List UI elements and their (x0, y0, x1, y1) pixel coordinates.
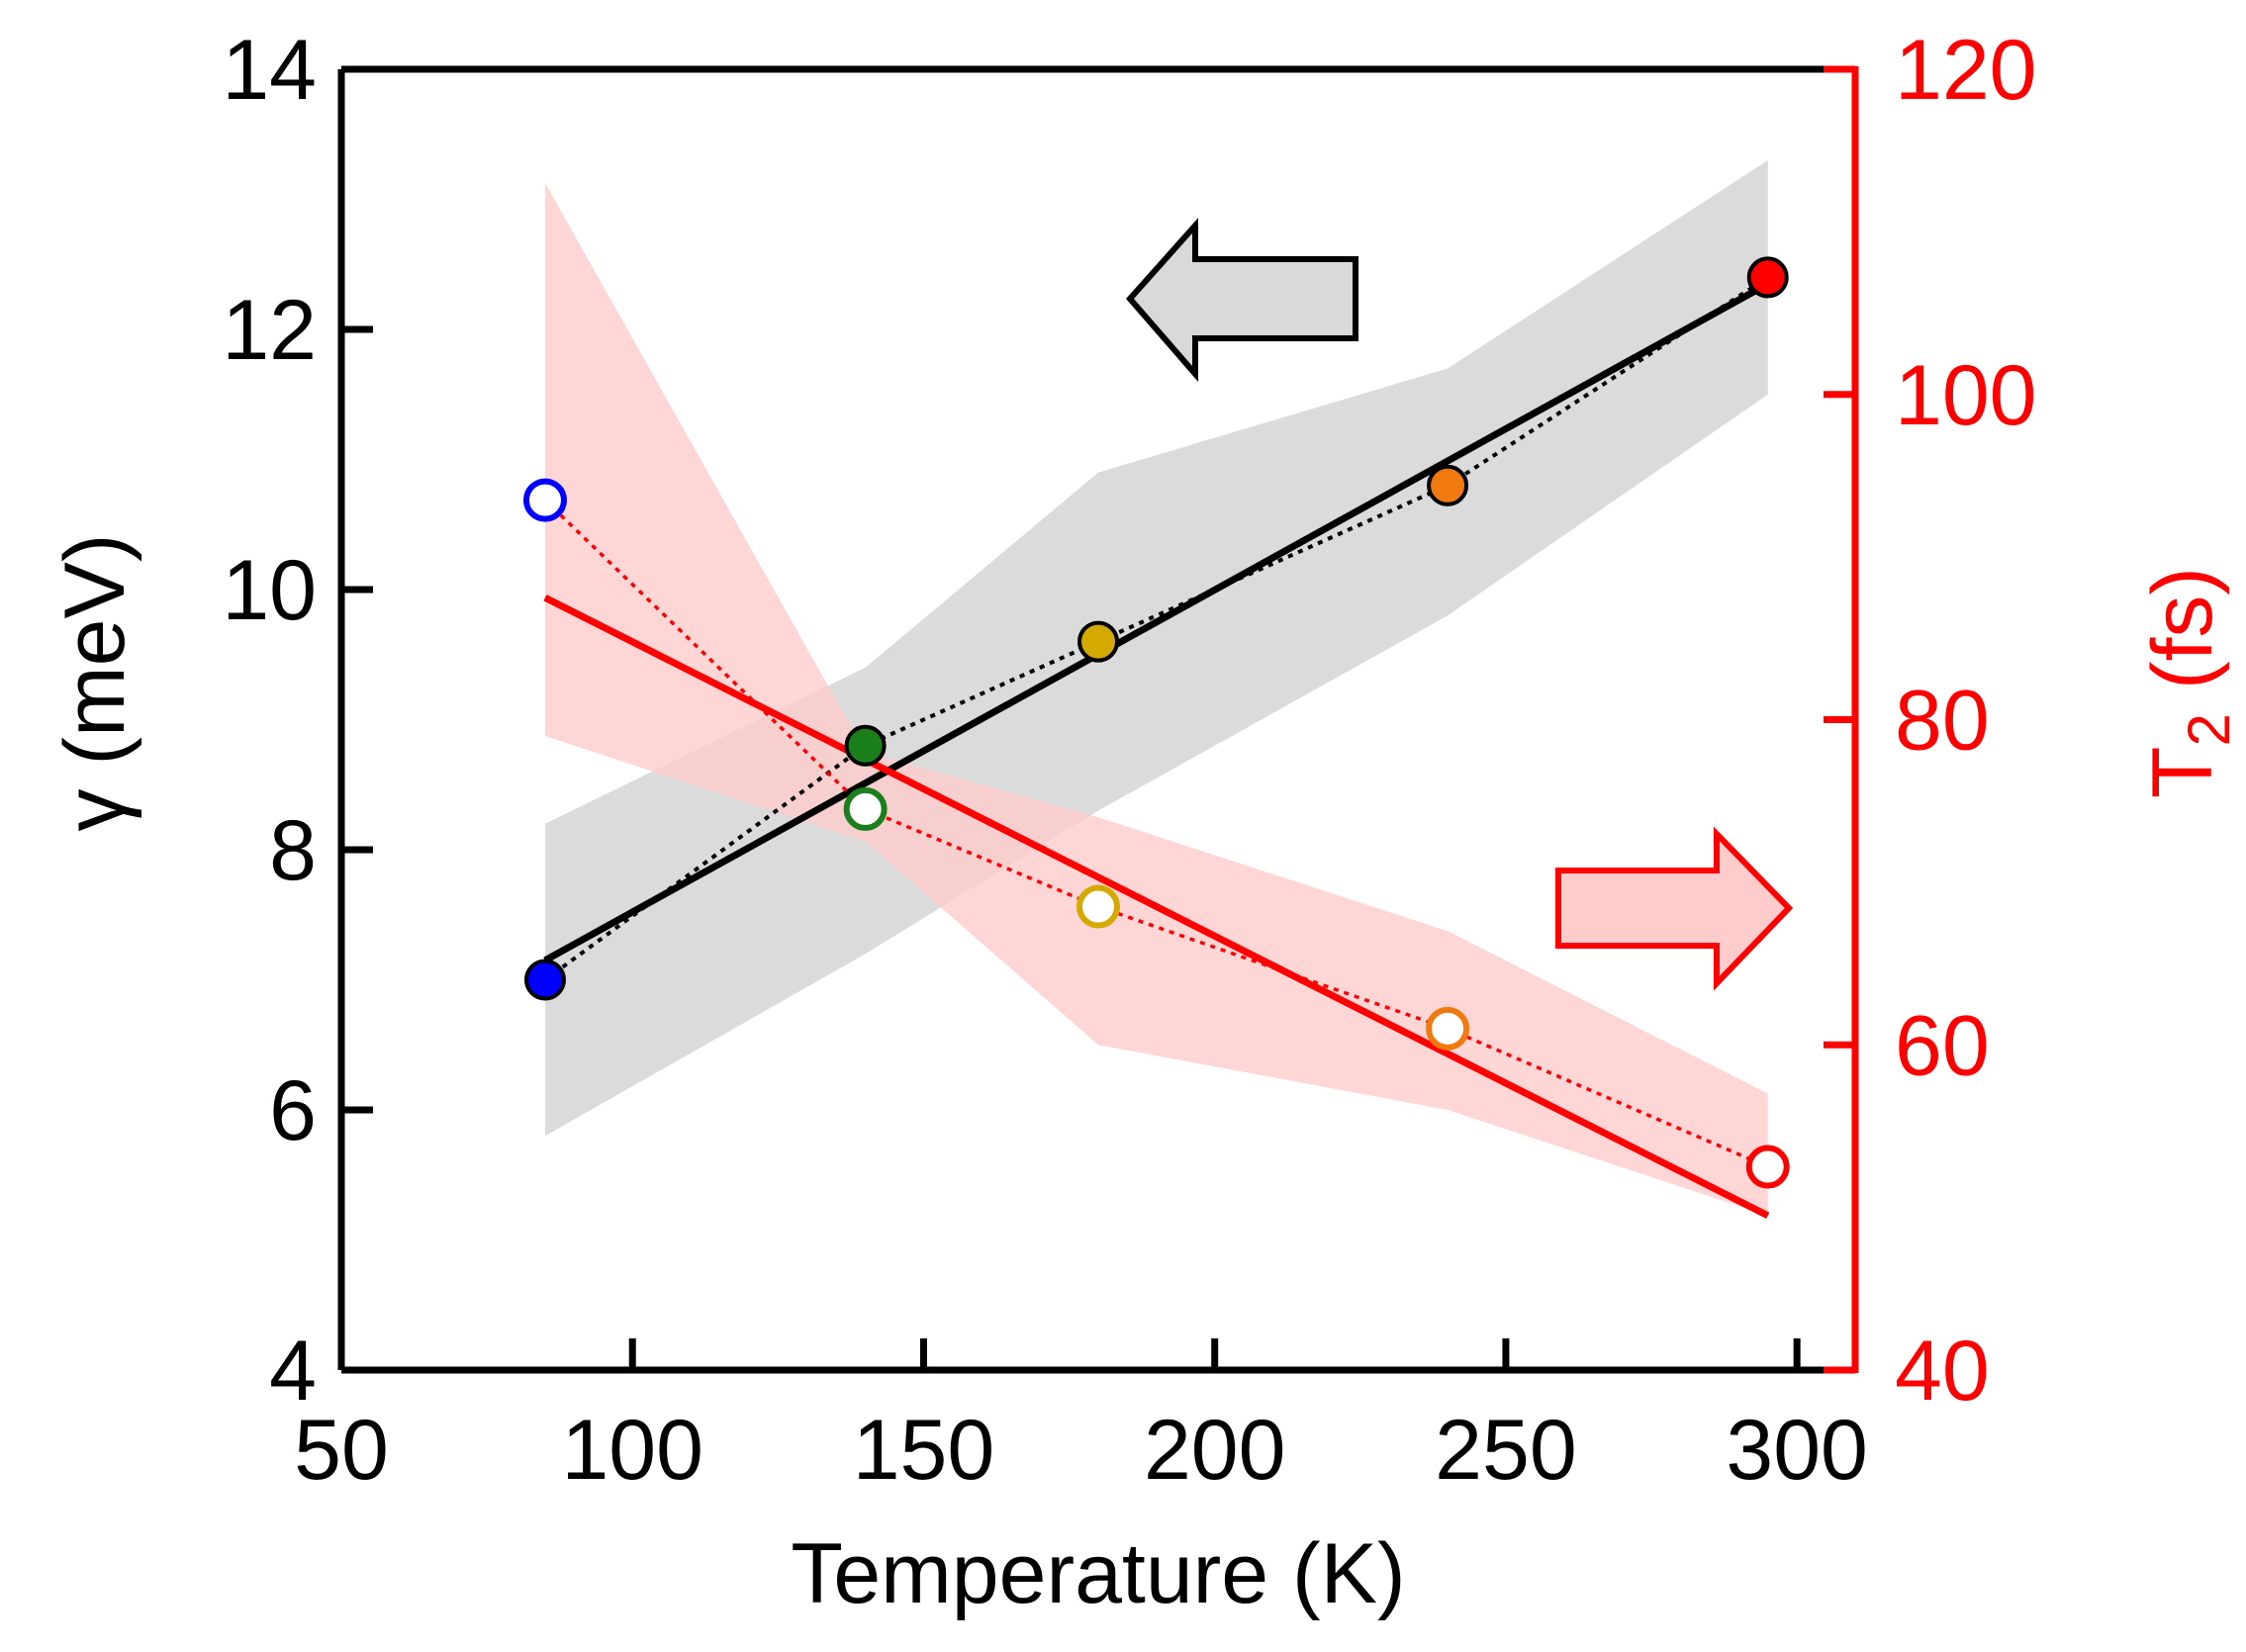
y-tick-label: 4 (269, 1324, 317, 1419)
t2-fit-line (543, 595, 1770, 1219)
gamma-point (1077, 620, 1119, 663)
t2-point (1745, 1145, 1790, 1189)
x-tick-label: 300 (1726, 1403, 1868, 1498)
y-tick-label: 8 (269, 803, 317, 898)
confidence-bands (544, 160, 1768, 1216)
gamma-confidence-band (544, 160, 1768, 1137)
y2-axis-title-main: T (2135, 746, 2230, 798)
gamma-fit-line (543, 280, 1770, 964)
left-arrow-gamma-icon (1126, 218, 1358, 383)
y2-tick-label: 60 (1895, 998, 1990, 1093)
right-arrow-t2-icon (1555, 826, 1794, 991)
axis-arrows (1126, 218, 1794, 991)
y-tick-label: 10 (222, 543, 317, 638)
x-tick-label: 250 (1435, 1403, 1577, 1498)
t2-point (1426, 1006, 1470, 1051)
y2-axis-title-subscript: 2 (2176, 713, 2242, 746)
x-tick-label: 100 (561, 1403, 703, 1498)
gamma-point (523, 959, 566, 1001)
axis-titles: Temperature (K) γ (meV) T2 (fs) (47, 534, 2242, 1622)
gamma-point (1746, 256, 1789, 299)
x-tick-label: 200 (1144, 1403, 1286, 1498)
plot-frame (337, 65, 1859, 1374)
y2-tick-label: 40 (1895, 1324, 1990, 1419)
x-tick-label: 150 (853, 1403, 995, 1498)
y2-tick-label: 100 (1895, 348, 2037, 443)
t2-point (1076, 884, 1120, 929)
y2-axis-title: T2 (fs) (2135, 567, 2242, 798)
gamma-point (1427, 464, 1469, 506)
y2-tick-label: 120 (1895, 23, 2037, 118)
y-axis-title: γ (meV) (47, 534, 142, 832)
t2-point (522, 478, 567, 522)
y-tick-label: 12 (222, 283, 317, 378)
axis-ticks: 4 6 8 10 12 14 40 60 80 100 120 50 100 150 200 250 300 (222, 23, 2036, 1498)
x-axis-title: Temperature (K) (791, 1526, 1405, 1621)
y2-tick-label: 80 (1895, 674, 1990, 769)
t2-confidence-band (544, 183, 1768, 1216)
x-tick-label: 50 (294, 1403, 389, 1498)
y2-axis-title-unit: (fs) (2135, 567, 2230, 713)
y-tick-label: 14 (222, 23, 317, 118)
y-tick-label: 6 (269, 1063, 317, 1158)
t2-point (843, 786, 888, 831)
data-markers (522, 256, 1790, 1189)
gamma-point (844, 724, 887, 767)
gamma-dotted-line (543, 275, 1769, 982)
